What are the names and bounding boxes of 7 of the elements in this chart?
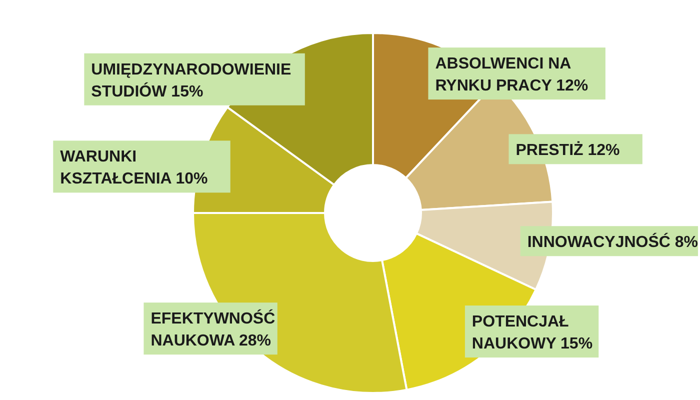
slice-label: POTENCJAŁ NAUKOWY 15%: [472, 314, 593, 353]
slice-label: WARUNKI KSZTAŁCENIA 10%: [60, 148, 208, 188]
slice-label: INNOWACYJNOŚĆ 8%: [527, 232, 698, 252]
slice-label: EFEKTYWNOŚĆ NAUKOWA 28%: [150, 308, 276, 350]
slice-label: UMIĘDZYNARODOWIENIE STUDIÓW 15%: [91, 61, 292, 100]
slice-label: ABSOLWENCI NA RYNKU PRACY 12%: [435, 56, 588, 95]
slice-label: PRESTIŻ 12%: [516, 141, 620, 160]
